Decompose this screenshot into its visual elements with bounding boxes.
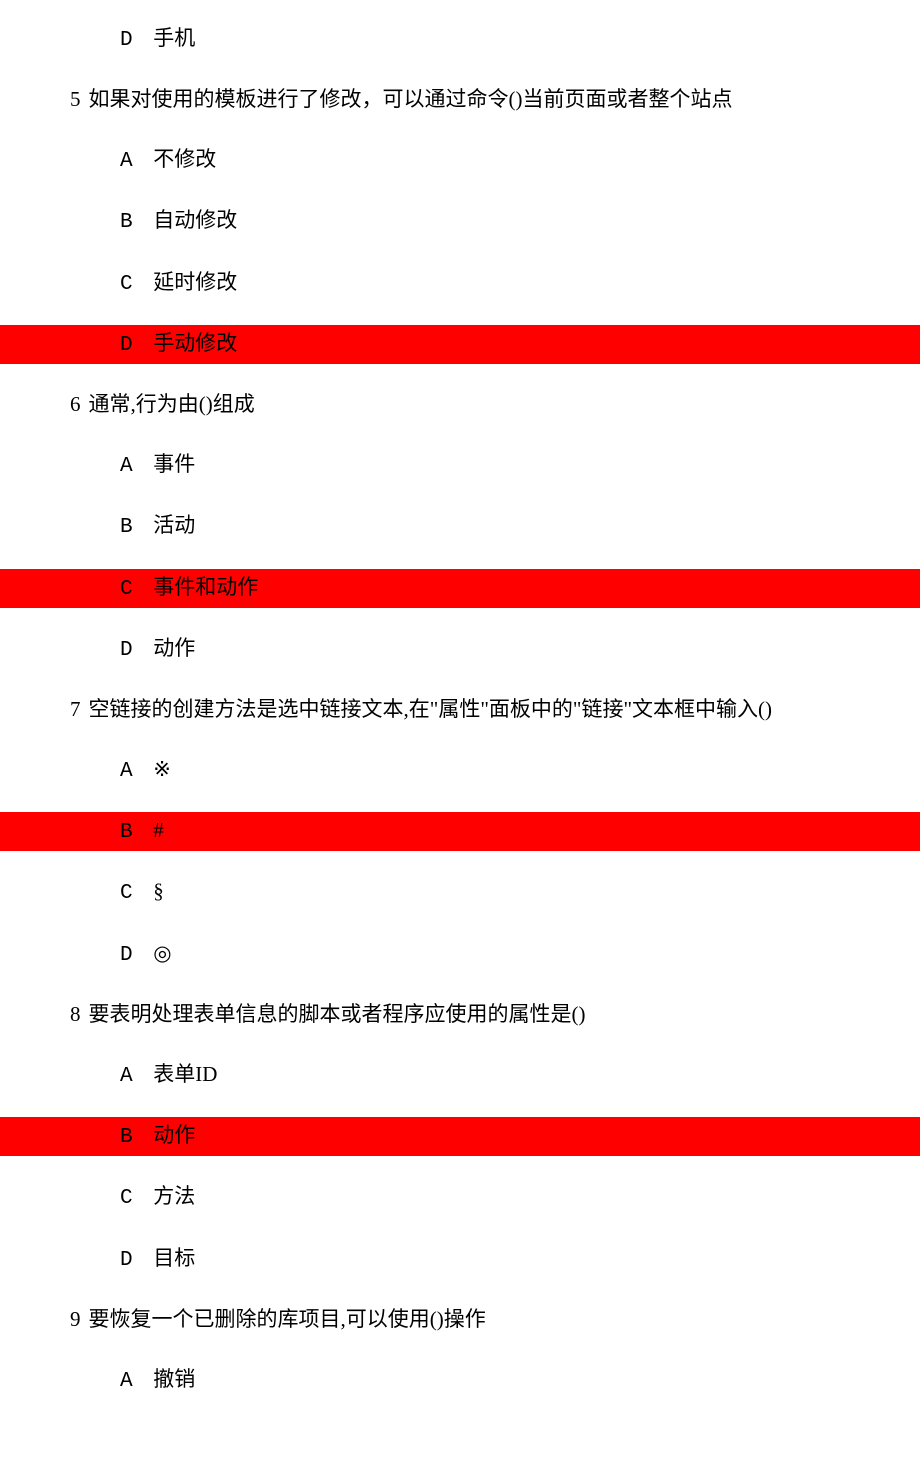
list-item: D 动作 [0, 630, 920, 669]
list-item-highlighted: B 动作 [0, 1117, 920, 1156]
list-item: C § [0, 873, 920, 912]
list-item-highlighted: B # [0, 812, 920, 851]
list-item: A 表单ID [0, 1056, 920, 1095]
option-text: 不修改 [153, 147, 216, 171]
option-letter: B [120, 513, 148, 542]
option-letter: D [120, 636, 148, 665]
question-9: 9 要恢复一个已删除的库项目,可以使用()操作 [0, 1301, 920, 1338]
option-text: 手动修改 [153, 331, 237, 355]
option-letter: D [120, 941, 148, 970]
question-text: 通常,行为由()组成 [89, 390, 851, 419]
option-text: 延时修改 [153, 270, 237, 294]
option-text: 表单ID [153, 1062, 217, 1086]
option-text: ◎ [153, 941, 171, 965]
option-text: 目标 [153, 1246, 195, 1270]
option-text: 动作 [153, 636, 195, 660]
list-item: B 自动修改 [0, 202, 920, 241]
list-item: B 活动 [0, 507, 920, 546]
question-text: 如果对使用的模板进行了修改，可以通过命令()当前页面或者整个站点 [89, 85, 851, 114]
question-8: 8 要表明处理表单信息的脚本或者程序应使用的属性是() [0, 996, 920, 1033]
list-item-highlighted: D 手动修改 [0, 325, 920, 364]
list-item-highlighted: C 事件和动作 [0, 569, 920, 608]
list-item: D ◎ [0, 935, 920, 974]
option-letter: B [120, 208, 148, 237]
option-letter: B [120, 818, 148, 847]
option-letter: A [120, 452, 148, 481]
list-item: C 方法 [0, 1178, 920, 1217]
option-text: 方法 [153, 1184, 195, 1208]
option-letter: C [120, 575, 148, 604]
option-letter: A [120, 1367, 148, 1396]
question-number: 7 [70, 695, 81, 724]
option-letter: D [120, 1246, 148, 1275]
option-text: 撤销 [153, 1367, 195, 1391]
question-text: 要表明处理表单信息的脚本或者程序应使用的属性是() [89, 1000, 851, 1029]
option-text: 自动修改 [153, 208, 237, 232]
option-letter: C [120, 1184, 148, 1213]
option-letter: A [120, 147, 148, 176]
option-letter: D [120, 331, 148, 360]
question-text: 空链接的创建方法是选中链接文本,在"属性"面板中的"链接"文本框中输入() [89, 695, 851, 724]
option-text: 手机 [153, 26, 195, 50]
question-text: 要恢复一个已删除的库项目,可以使用()操作 [89, 1305, 851, 1334]
option-letter: C [120, 270, 148, 299]
question-5: 5 如果对使用的模板进行了修改，可以通过命令()当前页面或者整个站点 [0, 81, 920, 118]
option-letter: D [120, 26, 148, 55]
option-letter: A [120, 757, 148, 786]
option-letter: B [120, 1123, 148, 1152]
option-letter: C [120, 879, 148, 908]
question-number: 5 [70, 85, 81, 114]
question-7: 7 空链接的创建方法是选中链接文本,在"属性"面板中的"链接"文本框中输入() [0, 691, 920, 728]
list-item: A 不修改 [0, 141, 920, 180]
list-item: D 目标 [0, 1240, 920, 1279]
option-text: 动作 [153, 1123, 195, 1147]
list-item: A 事件 [0, 446, 920, 485]
option-text: § [153, 879, 164, 903]
question-number: 6 [70, 390, 81, 419]
list-item: A ※ [0, 751, 920, 790]
question-6: 6 通常,行为由()组成 [0, 386, 920, 423]
option-text: # [153, 818, 164, 842]
option-text: 事件和动作 [153, 575, 258, 599]
option-letter: A [120, 1062, 148, 1091]
document-page: D 手机 5 如果对使用的模板进行了修改，可以通过命令()当前页面或者整个站点 … [0, 0, 920, 1462]
list-item: D 手机 [0, 20, 920, 59]
option-text: ※ [153, 757, 171, 781]
option-text: 事件 [153, 452, 195, 476]
option-text: 活动 [153, 513, 195, 537]
list-item: C 延时修改 [0, 264, 920, 303]
question-number: 8 [70, 1000, 81, 1029]
question-number: 9 [70, 1305, 81, 1334]
list-item: A 撤销 [0, 1361, 920, 1400]
